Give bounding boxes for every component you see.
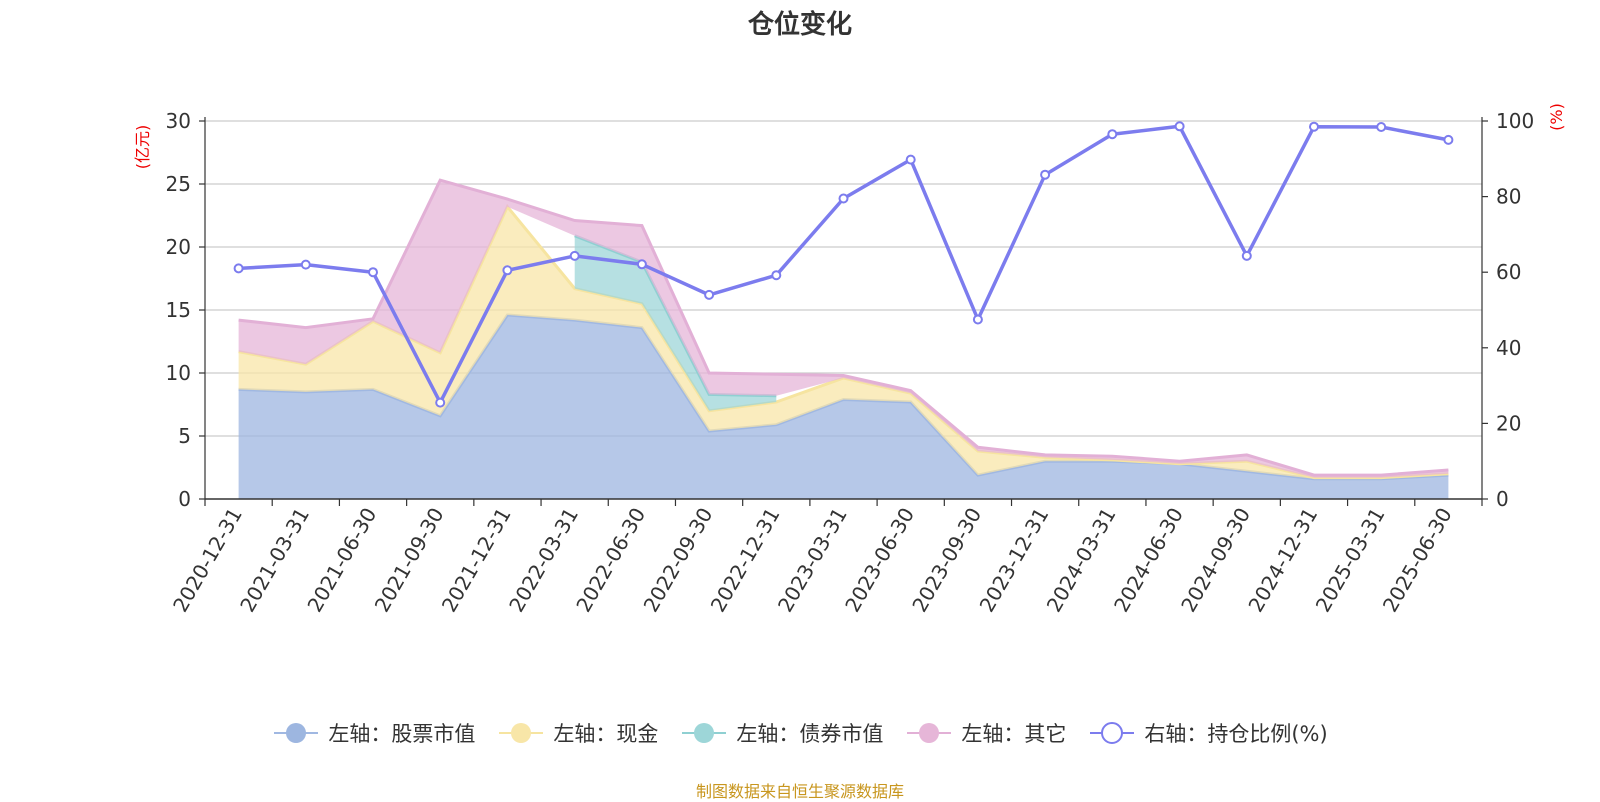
ratio-point <box>368 267 378 278</box>
left-axis-tick-label: 5 <box>178 424 191 448</box>
legend-symbol-ratio <box>1090 722 1135 744</box>
ratio-point <box>569 250 580 261</box>
legend-label: 左轴：债券市值 <box>736 722 884 746</box>
right-axis-tick-label: 60 <box>1496 260 1521 284</box>
x-axis-tick-label: 2023-09-30 <box>907 504 986 617</box>
legend-symbol-cash <box>499 723 544 743</box>
left-axis-tick-label: 25 <box>166 172 191 196</box>
legend-item-cash[interactable]: 左轴：现金 <box>497 718 658 748</box>
ratio-point <box>435 397 446 408</box>
left-axis-tick-label: 10 <box>166 361 191 385</box>
ratio-point <box>300 259 311 270</box>
ratio-point <box>636 259 647 270</box>
data-source-note: 制图数据来自恒生聚源数据库 <box>695 782 904 801</box>
x-axis-tick-label: 2020-12-31 <box>168 504 247 617</box>
x-axis-tick-label: 2023-03-31 <box>773 504 852 617</box>
ratio-point <box>972 314 983 325</box>
x-axis-tick-label: 2024-09-30 <box>1176 504 1255 617</box>
x-axis-tick-label: 2024-03-31 <box>1042 504 1121 617</box>
legend-symbol-stock <box>274 723 319 743</box>
x-axis-tick-label: 2022-03-31 <box>504 504 583 617</box>
right-axis-tick-label: 80 <box>1496 185 1521 209</box>
legend-label: 左轴：其它 <box>961 722 1067 746</box>
x-axis-tick-label: 2024-06-30 <box>1109 504 1188 617</box>
x-axis-tick-label: 2025-06-30 <box>1378 504 1457 617</box>
ratio-point <box>1443 134 1454 145</box>
chart-legend: 左轴：股票市值 左轴：现金 左轴：债券市值 左轴：其它 右轴：持仓比例(%) <box>0 718 1600 748</box>
ratio-point <box>704 289 715 300</box>
ratio-point <box>1040 169 1051 180</box>
legend-item-other[interactable]: 左轴：其它 <box>905 718 1066 748</box>
x-axis-tick-label: 2023-12-31 <box>975 504 1054 617</box>
ratio-point <box>905 154 916 165</box>
x-axis-tick-label: 2021-12-31 <box>437 504 516 617</box>
x-axis-tick-label: 2023-06-30 <box>840 504 919 617</box>
x-axis-tick-label: 2021-09-30 <box>370 504 449 617</box>
x-axis-tick-label: 2024-12-31 <box>1243 504 1322 617</box>
right-axis-tick-label: 20 <box>1496 411 1521 435</box>
ratio-point <box>1241 250 1252 261</box>
legend-symbol-other <box>907 723 952 743</box>
legend-label: 左轴：股票市值 <box>328 722 476 746</box>
ratio-point <box>1376 122 1387 132</box>
ratio-point <box>838 193 849 204</box>
ratio-point <box>1174 121 1185 132</box>
left-axis-tick-label: 20 <box>166 235 191 259</box>
x-axis-tick-label: 2021-03-31 <box>235 504 314 617</box>
legend-label: 左轴：现金 <box>553 722 659 746</box>
right-axis-tick-label: 0 <box>1496 487 1509 511</box>
left-axis-tick-label: 15 <box>166 298 191 322</box>
area-line-other <box>238 178 1449 477</box>
right-axis-tick-label: 40 <box>1496 336 1521 360</box>
ratio-point <box>502 265 513 276</box>
left-axis-tick-label: 30 <box>166 109 191 133</box>
x-axis-tick-label: 2021-06-30 <box>302 504 381 617</box>
area-bond <box>574 235 777 411</box>
area-cash <box>238 206 1449 479</box>
right-axis-unit: (%) <box>1547 103 1566 131</box>
legend-item-bond[interactable]: 左轴：债券市值 <box>680 718 883 748</box>
legend-label: 右轴：持仓比例(%) <box>1144 722 1328 746</box>
left-axis-tick-label: 0 <box>178 487 191 511</box>
area-stock <box>238 315 1449 499</box>
legend-symbol-bond <box>682 723 727 743</box>
x-axis-tick-label: 2025-03-31 <box>1311 504 1390 617</box>
left-axis-unit: (亿元) <box>133 125 152 170</box>
x-axis-tick-label: 2022-06-30 <box>571 504 650 617</box>
legend-item-stock[interactable]: 左轴：股票市值 <box>272 718 475 748</box>
ratio-point <box>233 263 244 274</box>
x-axis-tick-label: 2022-09-30 <box>639 504 718 617</box>
legend-item-ratio[interactable]: 右轴：持仓比例(%) <box>1088 718 1328 748</box>
chart-title: 仓位变化 <box>747 10 852 40</box>
x-axis-tick-label: 2022-12-31 <box>706 504 785 617</box>
right-axis-tick-label: 100 <box>1496 109 1534 133</box>
ratio-point <box>1309 121 1319 132</box>
ratio-point <box>771 270 782 281</box>
ratio-point <box>1107 129 1118 140</box>
